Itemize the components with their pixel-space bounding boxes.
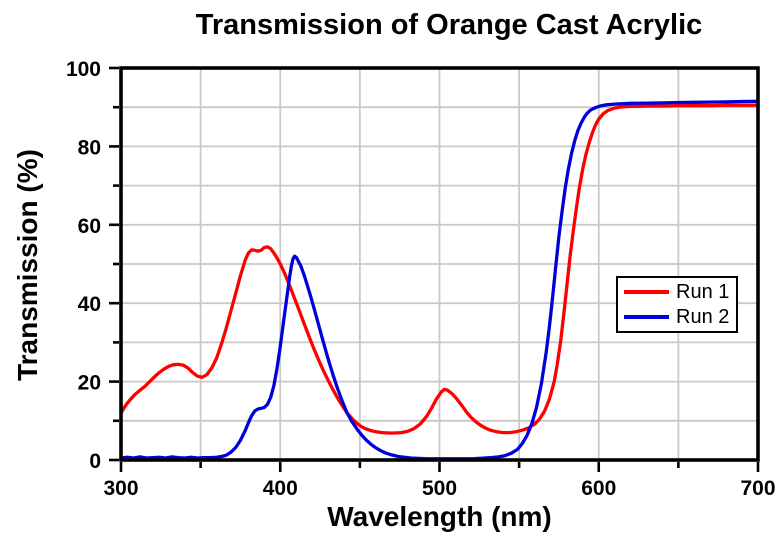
- x-axis-label: Wavelength (nm): [327, 501, 552, 532]
- legend-item-run1: Run 1: [624, 280, 732, 304]
- y-tick-label: 100: [66, 58, 101, 81]
- y-axis-label: Transmission (%): [12, 149, 43, 381]
- x-tick-label: 600: [581, 477, 616, 500]
- y-tick-label: 80: [78, 136, 101, 159]
- y-tick-label: 60: [78, 215, 101, 238]
- plot-frame: [119, 66, 760, 462]
- tick-labels: 300 400 500 600 700 0 20 40 60 80 100: [66, 58, 776, 500]
- gridlines: [121, 68, 758, 460]
- x-tick-label: 700: [740, 477, 775, 500]
- legend: Run 1 Run 2: [616, 276, 738, 333]
- legend-label-run1: Run 1: [676, 281, 730, 304]
- chart-title: Transmission of Orange Cast Acrylic: [195, 9, 703, 41]
- series-line-2-run-2: [119, 99, 760, 461]
- legend-line-run2: [624, 314, 669, 319]
- y-tick-label: 20: [78, 372, 101, 395]
- axis-ticks: [109, 66, 760, 472]
- legend-label-run2: Run 2: [676, 305, 730, 328]
- series-line-1-run-1: [119, 103, 760, 435]
- legend-line-run1: [624, 290, 669, 295]
- x-tick-label: 400: [263, 477, 298, 500]
- y-tick-label: 40: [78, 293, 101, 316]
- x-tick-label: 500: [422, 477, 457, 500]
- x-tick-label: 300: [103, 477, 138, 500]
- y-tick-label: 0: [89, 450, 101, 473]
- legend-item-run2: Run 2: [624, 305, 732, 329]
